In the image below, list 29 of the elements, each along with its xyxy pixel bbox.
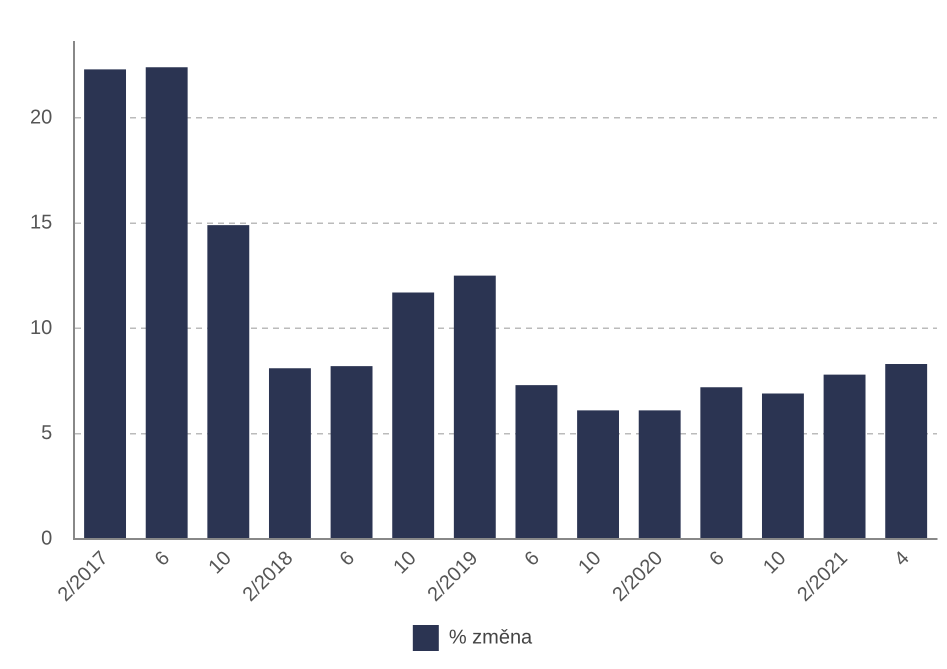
bar bbox=[84, 69, 126, 538]
x-tick-label: 4 bbox=[890, 547, 914, 571]
y-tick-label: 20 bbox=[30, 106, 52, 128]
bar bbox=[146, 67, 188, 538]
x-tick-label: 10 bbox=[389, 547, 421, 578]
y-tick-label: 0 bbox=[41, 527, 52, 550]
x-tick-label: 10 bbox=[574, 547, 606, 578]
bar bbox=[515, 385, 558, 538]
bar bbox=[577, 410, 620, 538]
bar bbox=[762, 394, 804, 538]
bar bbox=[392, 292, 434, 538]
bar bbox=[885, 364, 928, 538]
x-tick-label: 6 bbox=[150, 547, 174, 571]
y-tick-label: 5 bbox=[41, 422, 52, 444]
x-tick-label: 10 bbox=[759, 547, 790, 578]
bar bbox=[268, 368, 311, 538]
bar bbox=[207, 225, 250, 538]
bar bbox=[638, 410, 681, 538]
bar bbox=[454, 276, 496, 538]
x-tick-label: 6 bbox=[705, 547, 729, 571]
bar bbox=[824, 374, 866, 538]
bar bbox=[330, 366, 373, 538]
x-tick-label: 6 bbox=[336, 547, 359, 571]
y-tick-label: 15 bbox=[30, 212, 52, 234]
x-tick-label: 6 bbox=[520, 547, 544, 571]
bar bbox=[700, 387, 742, 538]
y-tick-label: 10 bbox=[30, 316, 52, 339]
legend-label: % změna bbox=[448, 626, 534, 649]
x-tick-label: 10 bbox=[204, 547, 236, 578]
